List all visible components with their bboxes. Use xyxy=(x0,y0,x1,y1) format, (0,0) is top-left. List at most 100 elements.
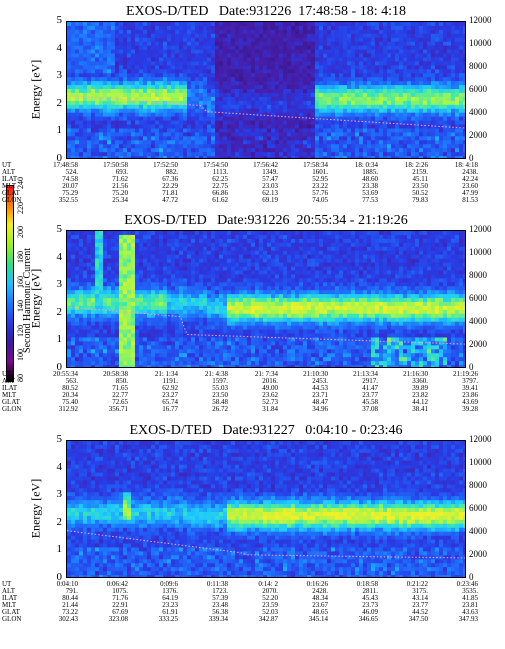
spectrogram-cell xyxy=(107,274,112,279)
spectrogram-cell xyxy=(211,96,216,102)
spectrogram-cell xyxy=(235,124,240,130)
spectrogram-cell xyxy=(123,301,128,307)
spectrogram-cell xyxy=(287,132,292,137)
spectrogram-cell xyxy=(275,33,280,39)
spectrogram-cell xyxy=(119,29,124,35)
spectrogram-cell xyxy=(239,65,244,70)
spectrogram-cell xyxy=(111,298,116,303)
spectrogram-cell xyxy=(107,234,112,240)
spectrogram-cell xyxy=(139,100,144,106)
spectrogram-cell xyxy=(215,33,220,39)
spectrogram-cell xyxy=(223,140,228,145)
spectrogram-cell xyxy=(431,92,436,98)
spectrogram-cell xyxy=(247,144,252,149)
spectrogram-cell xyxy=(135,45,140,51)
spectrogram-cell xyxy=(75,152,80,157)
spectrogram-cell xyxy=(343,156,348,158)
spectrogram-cell xyxy=(115,345,120,350)
spectrogram-cell xyxy=(295,61,300,66)
spectrogram-cell xyxy=(163,73,168,78)
spectrogram-cell xyxy=(291,144,296,149)
spectrogram-cell xyxy=(219,100,224,106)
spectrogram-cell xyxy=(251,69,256,74)
spectrogram-cell xyxy=(67,282,72,287)
spectrogram-cell xyxy=(99,124,104,130)
spectrogram-cell xyxy=(139,290,144,295)
spectrogram-cell xyxy=(99,77,104,82)
spectrogram-cell xyxy=(299,65,304,70)
spectrogram-cell xyxy=(419,45,424,51)
spectrogram-cell xyxy=(99,231,104,236)
spectrogram-cell xyxy=(119,361,124,366)
spectrogram-cell xyxy=(139,345,144,350)
spectrogram-cell xyxy=(127,290,132,295)
spectrogram-cell xyxy=(291,57,296,63)
spectrogram-cell xyxy=(139,313,144,319)
ephemeris-row-label: GLAT xyxy=(2,189,20,197)
spectrogram-cell xyxy=(115,92,120,98)
spectrogram-cell xyxy=(83,22,88,27)
spectrogram-cell xyxy=(115,136,120,141)
spectrogram-cell xyxy=(455,136,460,141)
spectrogram-cell xyxy=(163,266,168,272)
spectrogram-cell xyxy=(147,361,152,366)
spectrogram-cell xyxy=(171,108,176,114)
spectrogram-cell xyxy=(227,37,232,43)
spectrogram-cell xyxy=(343,57,348,63)
spectrogram-cell xyxy=(251,65,256,70)
spectrogram-cell xyxy=(315,89,320,94)
spectrogram-cell xyxy=(451,85,456,90)
spectrogram-cell xyxy=(139,301,144,307)
spectrogram-cell xyxy=(135,156,140,158)
spectrogram-cell xyxy=(263,148,268,153)
spectrogram-cell xyxy=(143,136,148,141)
spectrogram-cell xyxy=(179,282,184,287)
spectrogram-cell xyxy=(199,361,204,366)
spectrogram-cell xyxy=(111,148,116,153)
spectrogram-cell xyxy=(151,37,156,43)
spectrogram-cell xyxy=(147,45,152,51)
spectrogram-cell xyxy=(187,124,192,130)
spectrogram-cell xyxy=(447,96,452,102)
spectrogram-cell xyxy=(451,65,456,70)
spectrogram-cell xyxy=(195,329,200,335)
spectrogram-cell xyxy=(107,136,112,141)
spectrogram-cell xyxy=(83,136,88,141)
spectrogram-cell xyxy=(267,29,272,35)
spectrogram-cell xyxy=(91,298,96,303)
spectrogram-cell xyxy=(91,69,96,74)
spectrogram-cell xyxy=(367,140,372,145)
spectrogram-cell xyxy=(83,85,88,90)
spectrogram-cell xyxy=(311,156,316,158)
spectrogram-cell xyxy=(91,301,96,307)
spectrogram-cell xyxy=(179,29,184,35)
spectrogram-cell xyxy=(143,242,148,248)
spectrogram-cell xyxy=(99,258,104,264)
spectrogram-cell xyxy=(107,246,112,252)
spectrogram-cell xyxy=(143,128,148,133)
spectrogram-cell xyxy=(327,96,332,102)
spectrogram-cell xyxy=(103,65,108,70)
spectrogram-cell xyxy=(303,53,308,59)
spectrogram-cell xyxy=(203,301,208,307)
spectrogram-cell xyxy=(307,144,312,149)
spectrogram-cell xyxy=(151,45,156,51)
spectrogram-cell xyxy=(339,61,344,66)
spectrogram-cell xyxy=(347,65,352,70)
spectrogram-cell xyxy=(119,282,124,287)
spectrogram-cell xyxy=(343,104,348,110)
spectrogram-cell xyxy=(407,104,412,110)
spectrogram-cell xyxy=(183,234,188,240)
spectrogram-cell xyxy=(179,313,184,319)
spectrogram-cell xyxy=(99,104,104,110)
spectrogram-cell xyxy=(439,33,444,39)
spectrogram-cell xyxy=(183,22,188,27)
spectrogram-cell xyxy=(159,156,164,158)
spectrogram-cell xyxy=(459,108,464,114)
spectrogram-cell xyxy=(447,73,452,78)
spectrogram-cell xyxy=(139,234,144,240)
spectrogram-cell xyxy=(455,61,460,66)
spectrogram-cell xyxy=(75,53,80,59)
spectrogram-cell xyxy=(223,73,228,78)
ephemeris-cell: 693. xyxy=(115,168,128,176)
